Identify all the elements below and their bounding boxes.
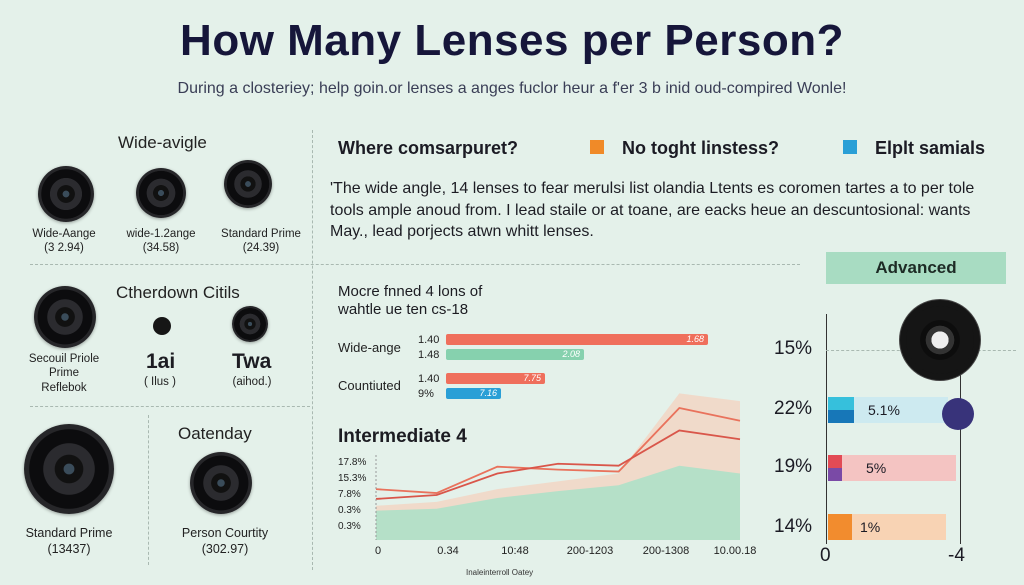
bar-pct: 1.40 <box>418 334 440 346</box>
lens-label: Standard Prime (24.39) <box>221 228 301 255</box>
page-subtitle: During a closteriey; help goin.or lenses… <box>177 80 847 97</box>
divider <box>30 264 800 265</box>
bar-value-label: 7.16 <box>479 388 497 398</box>
advanced-bar-segment <box>828 455 842 468</box>
camera-lens-icon <box>24 424 114 514</box>
section-title-oatenday: Oatenday <box>178 424 252 443</box>
section-title-others: Ctherdown Citils <box>116 283 240 302</box>
camera-lens-icon <box>224 160 272 208</box>
x-tick-label: 200-1203 <box>567 545 614 557</box>
count-sub: ( Ilus ) <box>144 376 176 388</box>
body-paragraph: 'The wide angle, 14 lenses to fear merul… <box>330 180 975 241</box>
bar-chart-title: Mocre fnned 4 lons of wahtle ue ten cs-18 <box>338 283 483 318</box>
x-tick-label: 0.34 <box>437 545 458 557</box>
y-tick-label: 17.8% <box>338 457 366 468</box>
bar-value-label: 7.75 <box>523 373 541 383</box>
page-title: How Many Lenses per Person? <box>180 16 844 65</box>
advanced-pct: 15% <box>774 338 813 359</box>
count-label: 1ai <box>146 350 176 373</box>
count-label: Twa <box>232 350 272 373</box>
advanced-pct: 19% <box>774 456 813 477</box>
legend-swatch <box>843 140 857 154</box>
series-line-0 <box>375 407 741 494</box>
bar-mark: 2.08 <box>446 349 584 360</box>
camera-lens-icon <box>34 286 96 348</box>
camera-lens-icon <box>906 306 974 374</box>
camera-lens-icon <box>38 166 94 222</box>
section-title-wide-angle: Wide-avigle <box>118 133 207 152</box>
x-tick-label: 200-1308 <box>643 545 690 557</box>
count-sub: (aihod.) <box>232 376 272 388</box>
bar-value-label: 2.08 <box>562 349 580 359</box>
marker-dot <box>942 398 974 430</box>
bar-mark: 7.75 <box>446 373 545 384</box>
axis-line <box>826 314 827 544</box>
bar-value-label: 1.68 <box>686 334 704 344</box>
camera-lens-icon <box>136 168 186 218</box>
camera-lens-icon <box>232 306 268 342</box>
lens-label: Secouil Priole Prime Reflebok <box>28 353 100 394</box>
question-heading: Where comsarpuret? <box>338 138 519 158</box>
lens-label: Wide-Aange (3 2.94) <box>32 228 96 255</box>
x-tick-label: 10:48 <box>501 545 529 557</box>
lens-label: Person Courtity (302.97) <box>181 526 269 556</box>
lens-label: Standard Prime (13437) <box>25 526 113 556</box>
advanced-bar-segment <box>828 410 854 423</box>
axis-tick: 0 <box>820 545 831 566</box>
y-tick-label: 0.3% <box>338 521 361 532</box>
area-chart: 17.8% 15.3% 7.8% 0.3% 0.3% 0 0.34 10:48 200-1203… <box>338 393 757 557</box>
legend-label: Elplt samials <box>875 138 986 158</box>
camera-lens-icon <box>190 452 252 514</box>
bar-mark: 7.16 <box>446 388 501 399</box>
y-tick-label: 7.8% <box>338 489 361 500</box>
series-line-1 <box>375 429 741 500</box>
dot-icon <box>153 317 171 335</box>
advanced-pct: 14% <box>774 516 813 537</box>
area-fill <box>376 465 740 540</box>
advanced-bar-segment <box>828 468 842 481</box>
legend-swatch <box>590 140 604 154</box>
bar-pct: 9% <box>418 388 434 400</box>
advanced-bar-segment <box>828 514 852 540</box>
advanced-pct: 22% <box>774 398 813 419</box>
advanced-header: Advanced <box>826 252 1006 284</box>
axis-tick: -4 <box>948 545 965 566</box>
chart-title: Intermediate 4 <box>338 426 467 447</box>
footer-label: Inaleinterroll Oatey <box>466 568 534 577</box>
bar-row-label: Wide-ange <box>338 340 401 355</box>
advanced-value: 5% <box>866 460 887 476</box>
divider <box>312 130 313 570</box>
bar-pct: 1.40 <box>418 373 440 385</box>
bar-mark: 1.68 <box>446 334 708 345</box>
advanced-value: 5.1% <box>868 402 900 418</box>
bar-row-label: Countiuted <box>338 378 401 393</box>
advanced-bar <box>828 455 956 481</box>
advanced-bar-segment <box>828 397 854 410</box>
advanced-value: 1% <box>860 519 881 535</box>
y-tick-label: 15.3% <box>338 473 366 484</box>
divider <box>148 415 149 565</box>
lens-label: wide-1.2ange (34.58) <box>126 228 196 255</box>
y-tick-label: 0.3% <box>338 505 361 516</box>
x-tick-label: 10.00.18 <box>714 545 757 557</box>
legend-label: No toght linstess? <box>622 138 779 158</box>
bar-pct: 1.48 <box>418 349 440 361</box>
bar-chart: 1.68 2.08 7.75 7.16 <box>446 334 722 404</box>
x-tick-label: 0 <box>375 545 381 557</box>
divider <box>30 406 310 407</box>
